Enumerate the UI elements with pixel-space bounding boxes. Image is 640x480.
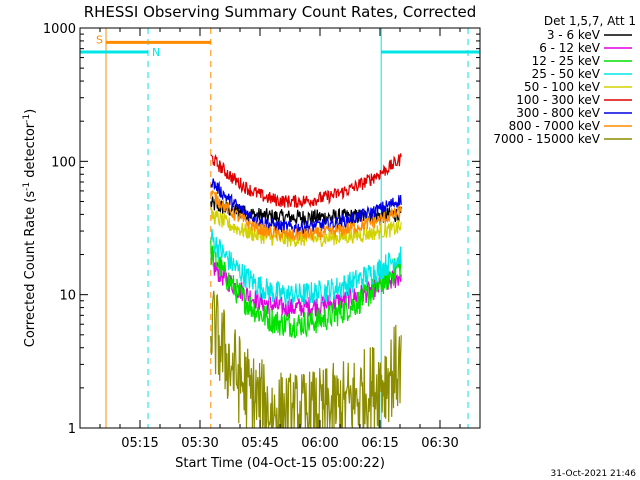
x-tick-label: 06:15: [361, 436, 398, 451]
y-axis-label: Corrected Count Rate (s-1 detector-1): [22, 109, 38, 347]
axis-layer: 1 10 100 1000 05:15 05:30 05:45 06:00 06:15 06:30: [43, 22, 480, 451]
series-layer: [210, 153, 402, 429]
legend-label: 3 - 6 keV: [547, 28, 601, 42]
series-line-300-800-kev: [210, 178, 402, 235]
y-tick-label: 100: [51, 155, 76, 170]
x-tick-label: 05:15: [121, 436, 158, 451]
x-axis-label: Start Time (04-Oct-15 05:00:22): [175, 456, 385, 471]
series-line-25-50-kev: [210, 228, 402, 306]
legend-label: 7000 - 15000 keV: [493, 132, 600, 146]
x-tick-label: 06:00: [301, 436, 338, 451]
series-line-800-7000-kev: [210, 189, 402, 241]
legend-label: 6 - 12 keV: [539, 41, 601, 55]
annotation-layer: SN: [80, 33, 480, 59]
series-line-7000-15000-kev: [210, 290, 402, 429]
legend-label: 300 - 800 keV: [516, 106, 600, 120]
timestamp: 31-Oct-2021 21:46: [551, 469, 637, 479]
legend-label: 12 - 25 keV: [532, 54, 601, 68]
x-tick-label: 05:45: [241, 436, 278, 451]
series-line-12-25-kev: [210, 240, 402, 339]
y-tick-label: 10: [59, 289, 76, 304]
legend-label: 25 - 50 keV: [532, 67, 601, 81]
legend-title: Det 1,5,7, Att 1: [544, 14, 636, 28]
chart-title: RHESSI Observing Summary Count Rates, Co…: [84, 3, 477, 21]
y-tick-label: 1: [68, 422, 76, 437]
y-tick-label: 1000: [43, 22, 76, 37]
x-tick-label: 06:30: [421, 436, 458, 451]
legend-label: 50 - 100 keV: [524, 80, 601, 94]
legend-label: 100 - 300 keV: [516, 93, 600, 107]
x-tick-label: 05:30: [181, 436, 218, 451]
series-line-100-300-kev: [210, 153, 402, 209]
saa-label: S: [96, 33, 103, 46]
night-label: N: [152, 46, 160, 59]
legend-label: 800 - 7000 keV: [509, 119, 601, 133]
